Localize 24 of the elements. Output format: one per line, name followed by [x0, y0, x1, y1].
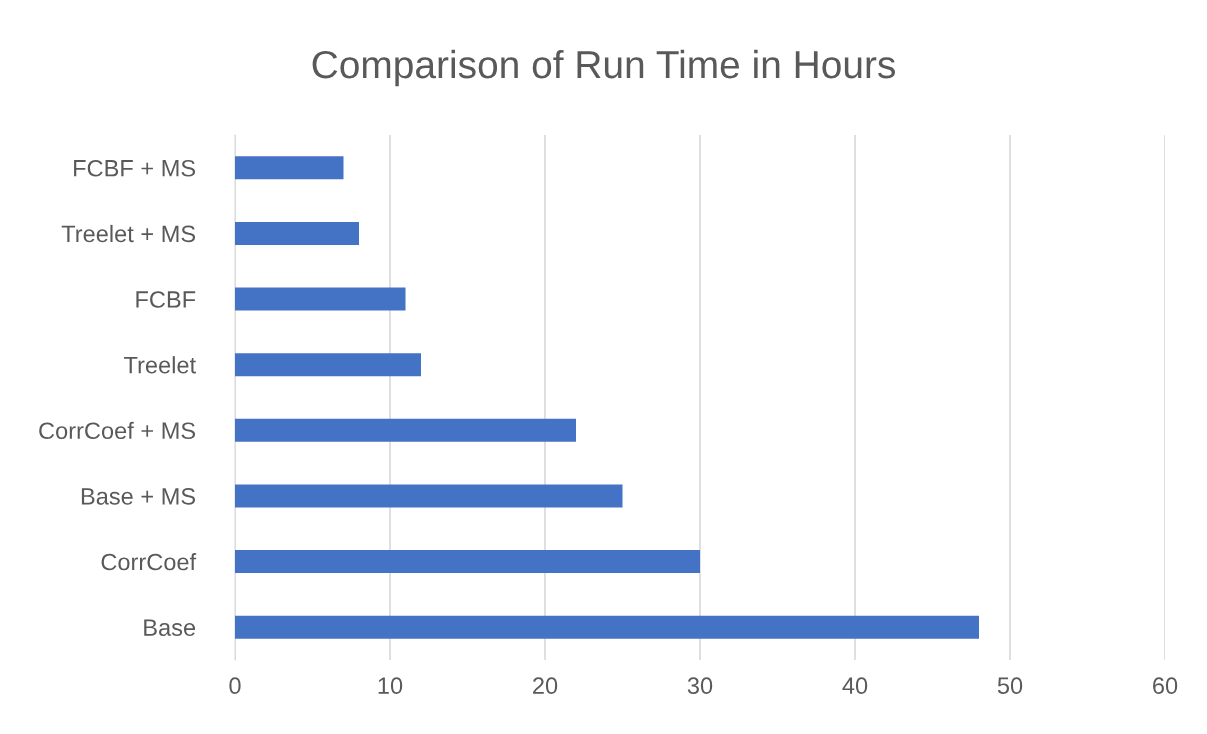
bar	[235, 221, 359, 245]
y-tick-label: FCBF	[136, 291, 196, 308]
bar	[235, 156, 344, 180]
x-tick-label: 50	[997, 677, 1023, 695]
bar	[235, 418, 576, 442]
bar	[235, 353, 421, 377]
x-tick-label: 10	[378, 677, 403, 695]
x-tick-label: 20	[533, 677, 558, 695]
y-tick-label: CorrCoef + MS	[39, 421, 196, 440]
y-tick-label: FCBF + MS	[74, 159, 196, 177]
bar	[235, 484, 623, 508]
y-tick-label: Base + MS	[81, 488, 196, 505]
chart-title: Comparison of Run Time in Hours	[312, 49, 895, 87]
y-tick-label: Treelet + MS	[61, 224, 196, 243]
x-tick-label: 0	[229, 677, 241, 695]
x-tick-label: 40	[842, 677, 868, 695]
bar	[235, 550, 700, 574]
bar	[235, 287, 406, 311]
y-tick-label: Treelet	[124, 356, 196, 374]
x-tick-label: 60	[1153, 677, 1178, 695]
x-tick-label: 30	[687, 677, 713, 695]
y-tick-label: Base	[144, 619, 196, 636]
bar	[235, 615, 979, 639]
y-tick-label: CorrCoef	[101, 553, 197, 571]
